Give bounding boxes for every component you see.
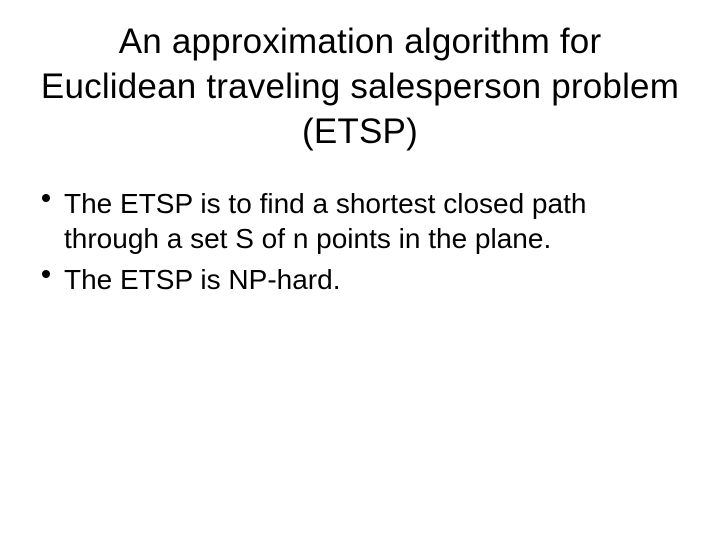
list-item: The ETSP is NP-hard. — [42, 262, 682, 297]
bullet-text: The ETSP is NP-hard. — [64, 262, 682, 297]
bullet-list: The ETSP is to find a shortest closed pa… — [38, 186, 682, 297]
slide-title: An approximation algorithm for Euclidean… — [38, 20, 682, 154]
bullet-icon — [42, 270, 50, 278]
slide-container: An approximation algorithm for Euclidean… — [0, 0, 720, 540]
bullet-icon — [42, 194, 50, 202]
list-item: The ETSP is to find a shortest closed pa… — [42, 186, 682, 256]
bullet-text: The ETSP is to find a shortest closed pa… — [64, 186, 682, 256]
